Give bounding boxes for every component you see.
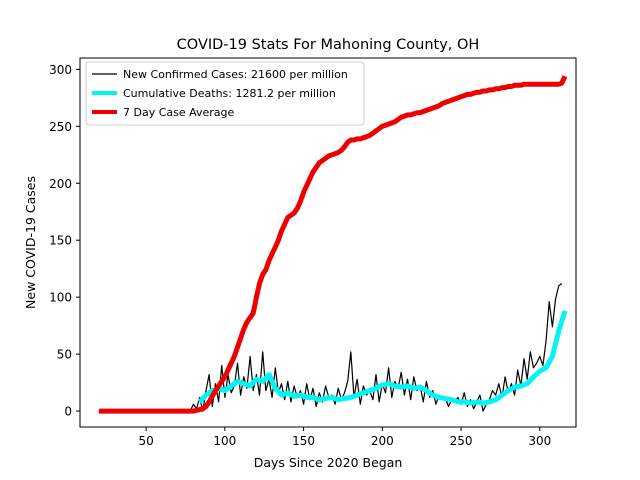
axes-frame: [79, 57, 577, 428]
x-axis-ticks: 50 100 150 200 250 300: [138, 427, 551, 448]
y-tick-label: 100: [49, 291, 72, 305]
y-axis-ticks: 0 50 100 150 200 250 300: [49, 63, 80, 419]
series-line-seven-day-average: [98, 75, 568, 414]
legend-box: [85, 61, 365, 126]
y-tick-label: 150: [49, 234, 72, 248]
legend: New Confirmed Cases: 21600 per million C…: [85, 61, 365, 126]
series-line-cumulative-deaths: [197, 310, 568, 406]
x-axis-label: Days Since 2020 Began: [254, 455, 403, 470]
chart-title: COVID-19 Stats For Mahoning County, OH: [177, 37, 480, 53]
x-tick-label: 250: [450, 434, 473, 448]
x-tick-label: 300: [528, 434, 551, 448]
y-tick-label: 250: [49, 120, 72, 134]
y-tick-label: 50: [57, 348, 72, 362]
y-axis-label: New COVID-19 Cases: [23, 176, 38, 309]
x-tick-label: 100: [213, 434, 236, 448]
y-tick-label: 0: [64, 405, 72, 419]
legend-label-new-cases: New Confirmed Cases: 21600 per million: [123, 68, 348, 81]
series-layer: [98, 75, 568, 414]
x-tick-label: 50: [138, 434, 153, 448]
x-tick-label: 200: [371, 434, 394, 448]
x-tick-label: 150: [292, 434, 315, 448]
legend-label-cumulative-deaths: Cumulative Deaths: 1281.2 per million: [123, 87, 336, 100]
y-tick-label: 300: [49, 63, 72, 77]
legend-label-7-day-average: 7 Day Case Average: [123, 106, 235, 119]
plot-area: [79, 57, 577, 428]
y-tick-label: 200: [49, 177, 72, 191]
series-line-new-cases: [98, 283, 563, 412]
